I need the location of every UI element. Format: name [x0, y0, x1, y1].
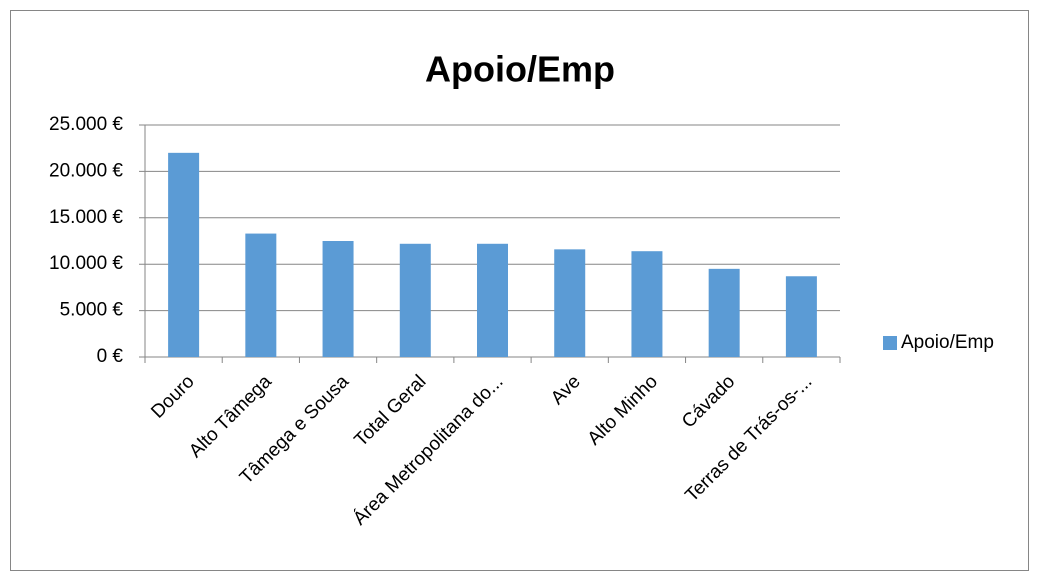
y-tick-label: 25.000 € [49, 114, 123, 135]
bar [322, 241, 354, 357]
bar [245, 233, 277, 357]
y-tick-label: 15.000 € [49, 207, 123, 228]
bar [399, 243, 431, 357]
chart-frame [10, 10, 1029, 571]
bar [631, 251, 663, 357]
legend-label: Apoio/Emp [901, 332, 994, 353]
bar [477, 243, 508, 357]
y-tick-label: 20.000 € [49, 160, 123, 181]
chart-title: Apoio/Emp [425, 49, 615, 90]
y-tick-label: 0 € [97, 346, 124, 367]
y-tick-label: 10.000 € [49, 253, 123, 274]
bar [554, 249, 586, 357]
legend-swatch [883, 336, 897, 350]
bar [785, 276, 817, 357]
y-tick-label: 5.000 € [60, 300, 124, 321]
bar [168, 152, 200, 357]
bar [708, 268, 740, 357]
